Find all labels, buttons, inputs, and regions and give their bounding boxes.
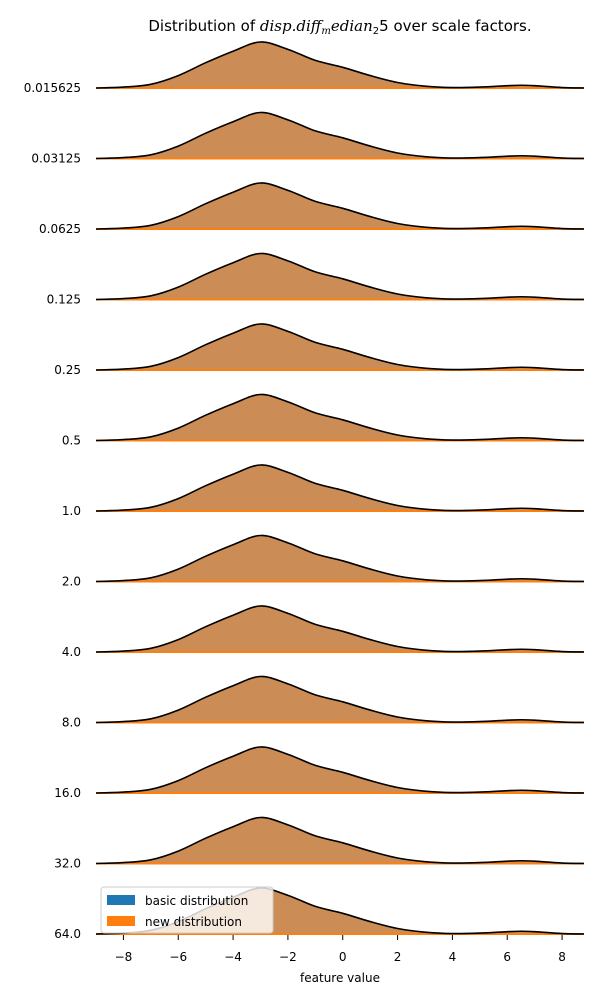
title-math-end: 5 xyxy=(379,17,389,35)
ridge-4.0: 4.0 xyxy=(62,605,585,659)
ridge-fill xyxy=(96,746,584,793)
ridge-label: 0.03125 xyxy=(31,152,81,166)
ridge-outline xyxy=(95,746,585,794)
ridge-fill xyxy=(96,323,584,370)
title-prefix: Distribution of xyxy=(148,17,260,35)
ridge-outline xyxy=(95,41,585,89)
ridge-0.25: 0.25 xyxy=(54,323,585,377)
ridge-outline xyxy=(95,816,585,865)
ridge-label: 8.0 xyxy=(62,716,81,730)
x-tick-label: −8 xyxy=(115,950,133,964)
ridge-fill xyxy=(96,253,584,300)
title-suffix: over scale factors. xyxy=(389,17,532,35)
ridges: 0.015625 0.03125 0.0625 0.125 0.25 0.5 1.0 2.0 4… xyxy=(24,41,585,941)
ridge-fill xyxy=(96,535,584,582)
ridge-0.125: 0.125 xyxy=(47,252,585,307)
ridge-label: 0.0625 xyxy=(39,222,81,236)
ridge-outline xyxy=(95,252,585,301)
ridge-2.0: 2.0 xyxy=(62,534,585,589)
ridge-fill xyxy=(96,605,584,652)
ridge-outline xyxy=(95,605,585,653)
ridge-label: 4.0 xyxy=(62,645,81,659)
ridge-label: 32.0 xyxy=(54,857,81,871)
legend-swatch-basic xyxy=(107,895,135,905)
x-tick-label: 6 xyxy=(503,950,511,964)
ridge-outline xyxy=(95,111,585,160)
ridge-outline xyxy=(95,534,585,583)
ridge-outline xyxy=(95,182,585,230)
x-axis: −8 −6 −4 −2 0 2 4 6 8 xyxy=(115,935,566,964)
x-tick-label: 8 xyxy=(558,950,566,964)
ridge-outline xyxy=(95,393,585,442)
legend: basic distribution new distribution xyxy=(100,886,274,934)
ridge-8.0: 8.0 xyxy=(62,675,585,730)
ridge-fill xyxy=(96,112,584,159)
ridge-fill xyxy=(96,182,584,229)
legend-label-basic: basic distribution xyxy=(145,894,248,908)
x-tick-label: −4 xyxy=(224,950,242,964)
x-tick-label: 2 xyxy=(394,950,402,964)
x-tick-label: −2 xyxy=(279,950,297,964)
title-math-sub2: 2 xyxy=(373,26,379,37)
chart-title: Distribution of disp.diffmedian25 over s… xyxy=(148,17,531,37)
ridge-label: 64.0 xyxy=(54,927,81,941)
ridge-fill xyxy=(96,41,584,88)
title-math-main: disp.diff xyxy=(260,17,324,35)
ridge-0.015625: 0.015625 xyxy=(24,41,585,95)
ridge-label: 0.125 xyxy=(47,293,81,307)
ridge-1.0: 1.0 xyxy=(62,464,585,518)
legend-swatch-new xyxy=(107,916,135,926)
ridge-label: 0.5 xyxy=(62,434,81,448)
x-tick-label: −6 xyxy=(169,950,187,964)
ridge-0.03125: 0.03125 xyxy=(31,111,585,166)
x-axis-label: feature value xyxy=(300,971,380,985)
ridge-outline xyxy=(95,675,585,724)
ridge-fill xyxy=(96,676,584,723)
ridge-16.0: 16.0 xyxy=(54,746,585,800)
ridge-label: 1.0 xyxy=(62,504,81,518)
x-tick-label: 4 xyxy=(449,950,457,964)
ridge-label: 0.015625 xyxy=(24,81,81,95)
ridge-label: 2.0 xyxy=(62,575,81,589)
ridge-32.0: 32.0 xyxy=(54,816,585,871)
title-math-sub1: m xyxy=(321,26,330,37)
ridge-fill xyxy=(96,817,584,864)
legend-label-new: new distribution xyxy=(145,915,242,929)
title-math-mid: edian xyxy=(331,17,373,35)
x-tick-label: 0 xyxy=(339,950,347,964)
ridge-label: 16.0 xyxy=(54,786,81,800)
ridge-outline xyxy=(95,464,585,512)
legend-frame xyxy=(100,886,274,934)
ridge-0.0625: 0.0625 xyxy=(39,182,585,236)
ridge-fill xyxy=(96,394,584,441)
ridge-0.5: 0.5 xyxy=(62,393,585,448)
ridge-fill xyxy=(96,464,584,511)
ridge-label: 0.25 xyxy=(54,363,81,377)
ridge-outline xyxy=(95,323,585,371)
